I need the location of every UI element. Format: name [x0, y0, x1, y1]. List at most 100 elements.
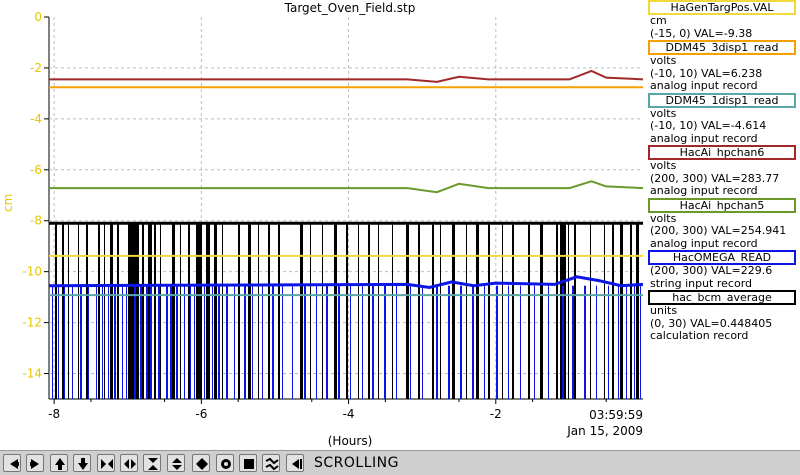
series-dropout [52, 285, 53, 399]
zoom-in-y-button[interactable] [143, 454, 162, 472]
series-dropout [484, 285, 485, 399]
series-dropout [548, 285, 549, 399]
center-button[interactable] [192, 454, 211, 472]
zoom-out-y-button[interactable] [166, 454, 185, 472]
legend-detail: volts [650, 54, 677, 67]
legend-detail: volts [650, 106, 677, 120]
legend-entry[interactable]: HacAi_hpchan5 volts (200, 300) VAL=254.941… [646, 197, 800, 251]
series-dropout [528, 223, 530, 399]
x-tick-label: -8 [48, 407, 60, 421]
series-dropout [604, 223, 605, 399]
legend-pv-name[interactable]: DDM45_1disp1_read [648, 92, 796, 108]
series-dropout [520, 285, 521, 399]
series-dropout [410, 285, 411, 399]
series-dropout [140, 285, 142, 399]
series-dropout [108, 285, 109, 399]
series-dropout [244, 285, 246, 399]
autoscale-button[interactable] [262, 454, 281, 472]
series-dropout [62, 223, 64, 399]
legend-entry[interactable]: HacAi_hpchan6 volts (200, 300) VAL=283.77 a… [646, 145, 800, 198]
record-button[interactable] [215, 454, 234, 472]
series-dropout [114, 285, 116, 399]
series-dropout [338, 285, 340, 399]
series-dropout [150, 285, 152, 399]
y-tick-label: -6 [30, 163, 42, 177]
series-dropout [620, 223, 623, 399]
legend-detail: units [650, 304, 678, 317]
x-axis-label: (Hours) [328, 434, 373, 448]
stripchart-plot[interactable]: 0 -2 -4 -6 -8 -10 -12 -14 -8 -6 -4 -2 cm (Hours) 03… [0, 0, 646, 450]
toolbar: SCROLLING [0, 450, 800, 475]
series-dropout [378, 223, 379, 399]
legend-pv-name[interactable]: DDM45_3disp1_read [648, 40, 796, 55]
series-dropout [72, 285, 73, 399]
series-dropout [170, 285, 172, 399]
series-dropout [78, 223, 79, 399]
series-dropout [300, 223, 303, 399]
legend-pv-name[interactable]: hac_bcm_average [648, 290, 796, 305]
series-line [48, 275, 644, 290]
series-dropout [310, 223, 311, 399]
legend-pv-name[interactable]: HaGenTargPos.VAL [648, 0, 796, 15]
series-dropout [626, 285, 627, 399]
series-dropout [146, 285, 148, 399]
zoom-out-x-icon [124, 459, 136, 469]
series-dropout [636, 223, 639, 399]
x-tick-label: -2 [490, 407, 502, 421]
legend-entry[interactable]: hac_bcm_average units (0, 30) VAL=0.448405… [646, 290, 800, 343]
y-tick-label: -2 [30, 61, 42, 75]
series-dropout [194, 285, 195, 399]
pan-down-button[interactable] [73, 454, 92, 472]
legend-detail: (-10, 10) VAL=6.238 [650, 66, 763, 80]
series-dropout [418, 223, 420, 399]
series-dropout [472, 285, 474, 399]
legend-pv-name[interactable]: HacAi_hpchan5 [648, 197, 796, 213]
stop-button[interactable] [239, 454, 257, 472]
legend-entry[interactable]: HacOMEGA_READ (200, 300) VAL=229.6 string … [646, 250, 800, 290]
series-dropout [134, 285, 136, 399]
series-dropout [488, 223, 490, 399]
center-icon [196, 458, 209, 470]
series-dropout [218, 285, 220, 399]
series-dropout [612, 223, 614, 399]
zoom-in-x-button[interactable] [96, 454, 115, 472]
legend-pv-name[interactable]: HacAi_hpchan6 [648, 145, 796, 160]
series-dropout [372, 285, 374, 399]
series-dropout [316, 285, 317, 399]
legend-detail: (200, 300) VAL=254.941 [650, 224, 787, 237]
series-line [49, 69, 644, 83]
series-dropout [502, 223, 503, 399]
x-tick-label: -4 [343, 407, 355, 421]
series-dropout [562, 285, 564, 399]
series-dropout [630, 223, 632, 399]
series-dropout [466, 223, 467, 399]
series-dropout [98, 223, 100, 399]
legend-entry[interactable]: DDM45_3disp1_read volts (-10, 10) VAL=6.23… [646, 40, 800, 93]
zoom-out-y-icon [171, 458, 182, 470]
series-dropout [496, 285, 498, 399]
pan-left-icon [10, 459, 19, 469]
series-dropout [96, 285, 97, 399]
series-dropout [422, 285, 423, 399]
stop-icon [244, 459, 254, 469]
y-tick-label: -14 [22, 367, 42, 381]
series-dropout [608, 285, 609, 399]
series-dropout [212, 285, 213, 399]
series-dropout [160, 223, 161, 399]
pan-up-button[interactable] [49, 454, 68, 472]
zoom-out-x-button[interactable] [120, 454, 138, 472]
legend-pv-name[interactable]: HacOMEGA_READ [648, 250, 796, 265]
series-dropout [540, 223, 543, 399]
pan-right-button[interactable] [26, 454, 45, 472]
legend-detail: (-10, 10) VAL=-4.614 [650, 119, 767, 132]
series-dropout [64, 285, 65, 399]
series-dropout [104, 223, 105, 399]
back-button[interactable] [285, 454, 304, 472]
legend-entry[interactable]: HaGenTargPos.VAL cm (-15, 0) VAL=-9.38 [646, 0, 800, 40]
legend-entry[interactable]: DDM45_1disp1_read volts (-10, 10) VAL=-4.6… [646, 92, 800, 146]
series-dropout [142, 223, 144, 399]
pan-down-icon [78, 458, 89, 470]
pan-left-button[interactable] [3, 454, 21, 472]
series-dropout [346, 223, 348, 399]
series-dropout [184, 285, 185, 399]
